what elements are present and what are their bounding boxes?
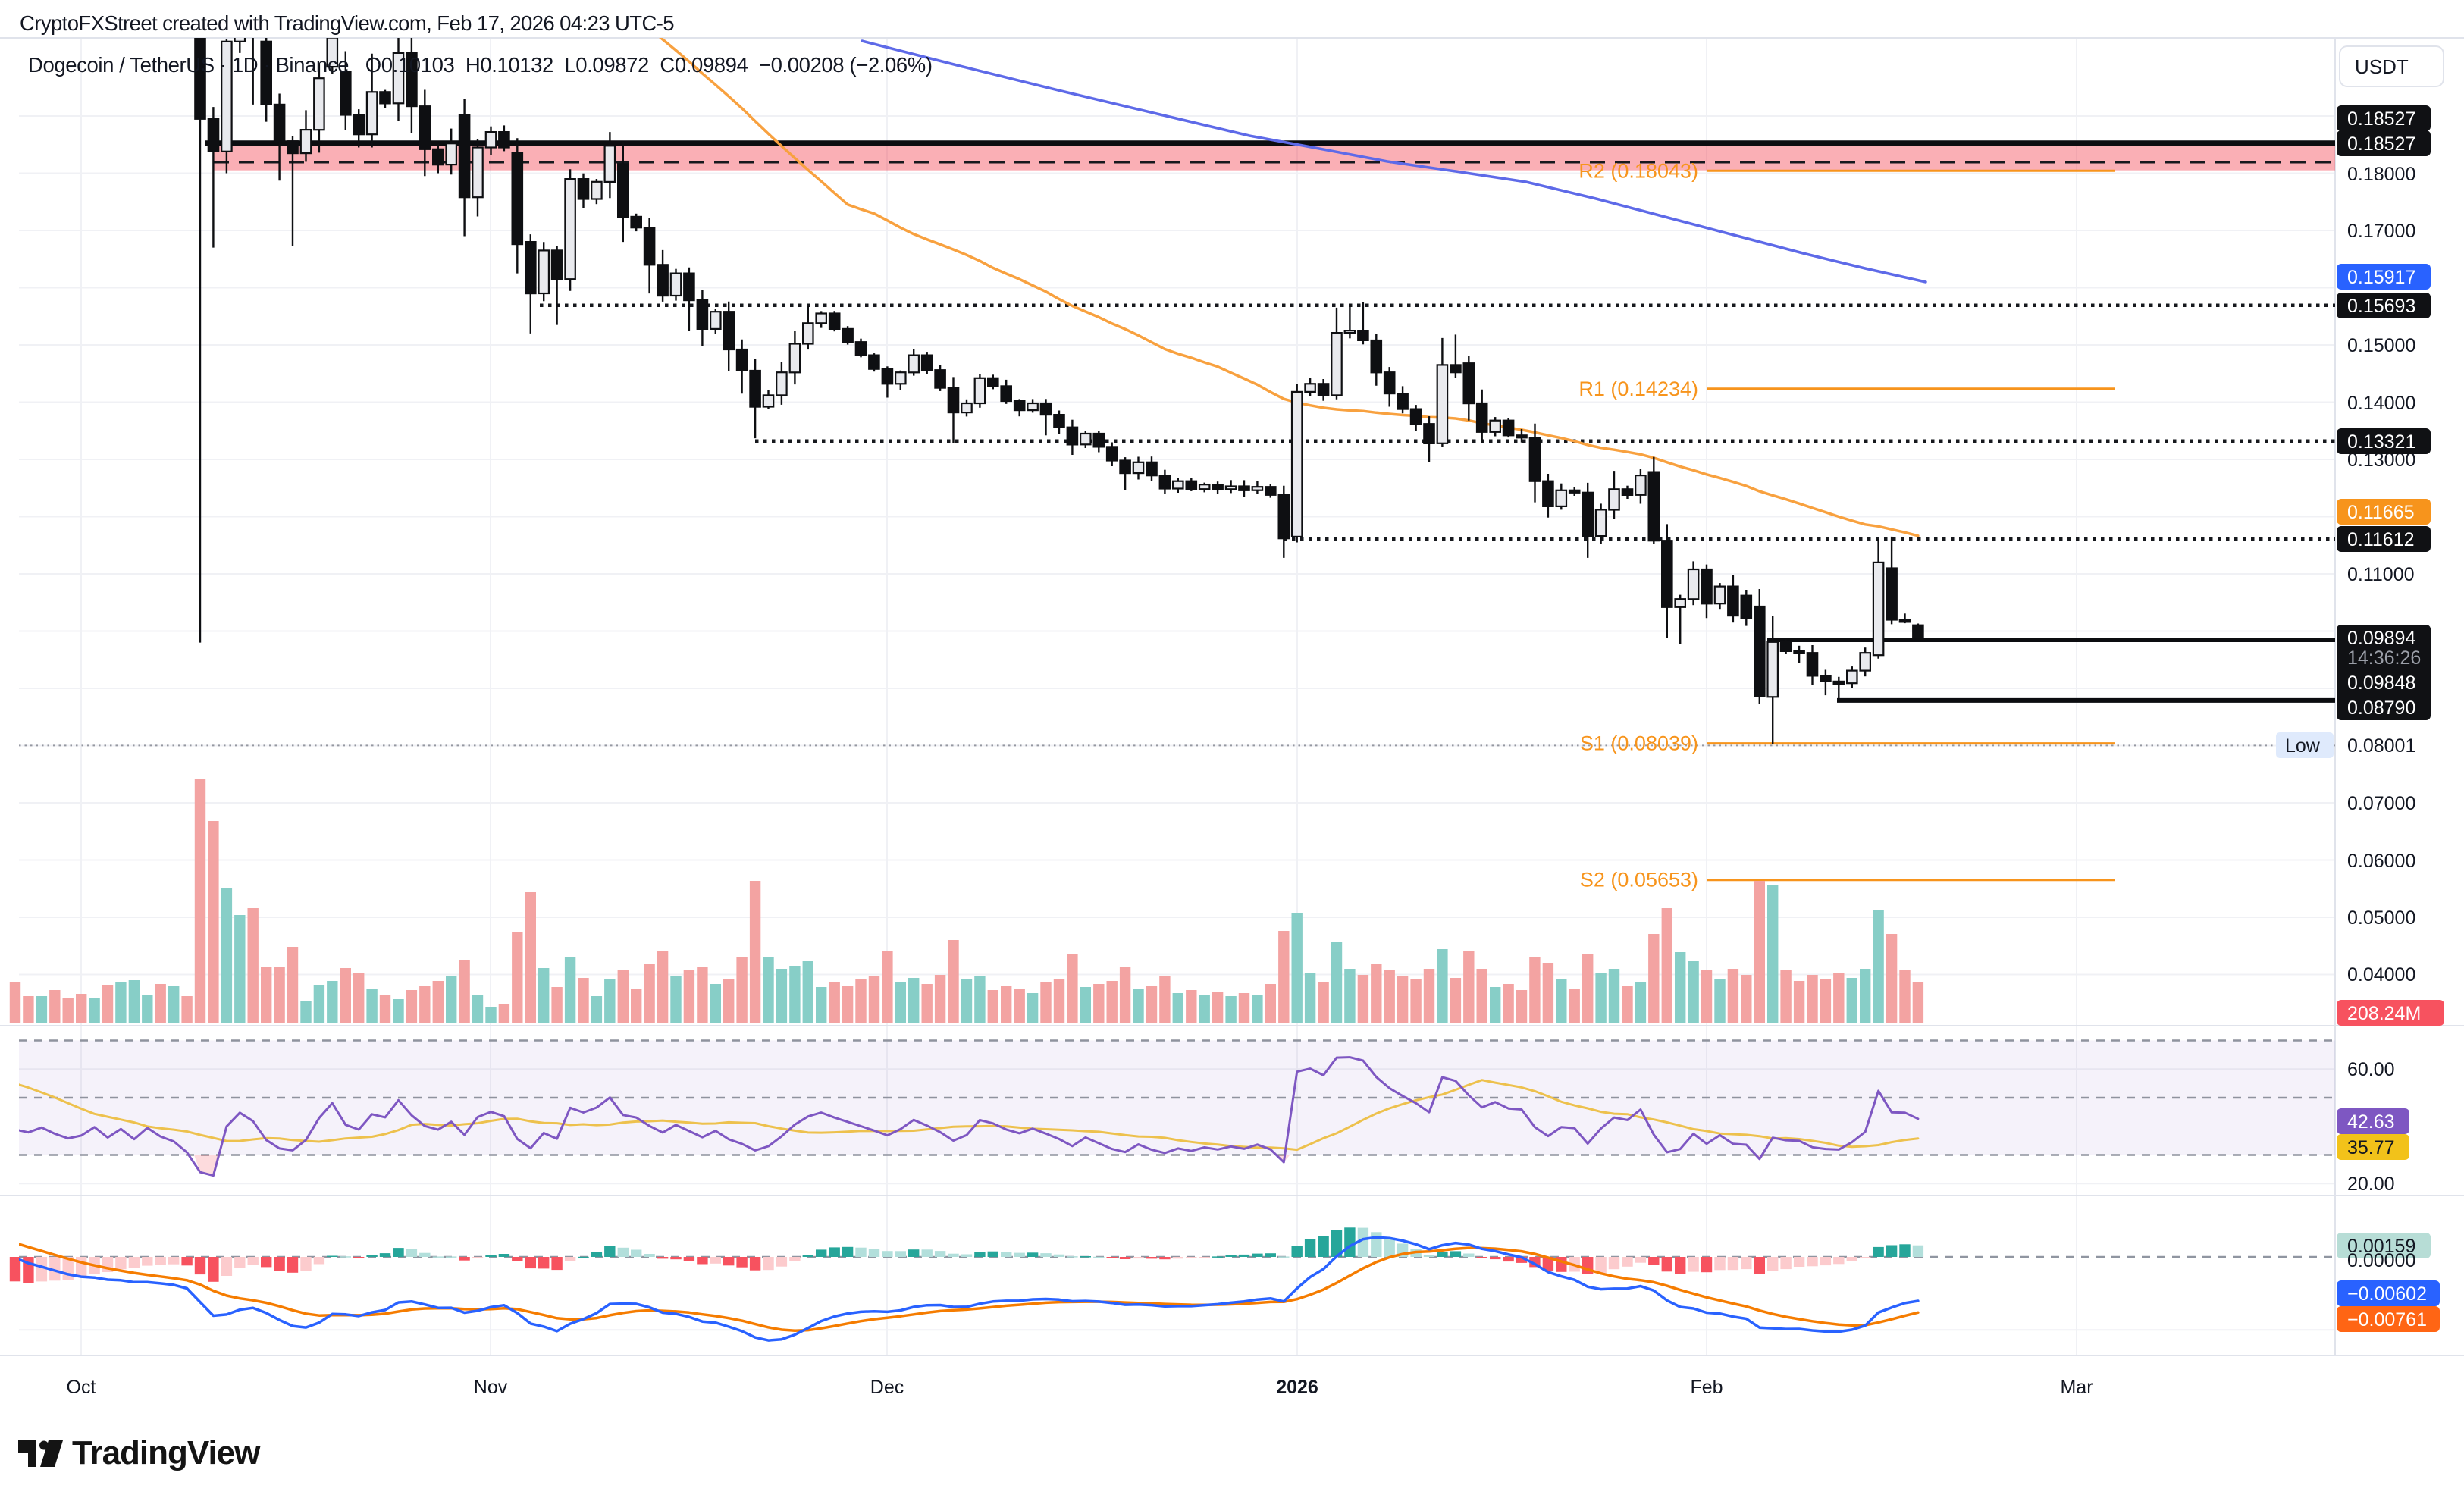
svg-text:0.06000: 0.06000 (2347, 851, 2415, 872)
svg-text:Feb: Feb (1690, 1377, 1723, 1398)
svg-text:−0.00761: −0.00761 (2347, 1309, 2427, 1330)
svg-text:S2 (0.05653): S2 (0.05653) (1580, 869, 1698, 892)
svg-text:0.11612: 0.11612 (2347, 529, 2415, 550)
svg-text:0.13321: 0.13321 (2347, 431, 2415, 453)
svg-text:CryptoFXStreet created with Tr: CryptoFXStreet created with TradingView.… (20, 11, 674, 35)
svg-text:0.07000: 0.07000 (2347, 793, 2415, 814)
svg-text:42.63: 42.63 (2347, 1111, 2395, 1133)
svg-text:S1 (0.08039): S1 (0.08039) (1580, 732, 1698, 755)
svg-text:0.09894: 0.09894 (2347, 628, 2415, 649)
svg-text:0.18000: 0.18000 (2347, 164, 2415, 185)
svg-text:0.11665: 0.11665 (2347, 502, 2415, 523)
svg-text:35.77: 35.77 (2347, 1137, 2395, 1158)
svg-text:0.00159: 0.00159 (2347, 1236, 2415, 1257)
svg-text:R1 (0.14234): R1 (0.14234) (1578, 378, 1698, 400)
svg-text:0.08790: 0.08790 (2347, 697, 2415, 719)
svg-text:0.11000: 0.11000 (2347, 564, 2415, 585)
svg-text:0.18527: 0.18527 (2347, 133, 2415, 155)
svg-text:USDT: USDT (2355, 55, 2409, 78)
svg-text:Low: Low (2285, 735, 2321, 757)
svg-text:0.17000: 0.17000 (2347, 221, 2415, 242)
svg-text:0.05000: 0.05000 (2347, 907, 2415, 929)
svg-text:60.00: 60.00 (2347, 1059, 2395, 1080)
svg-text:0.18527: 0.18527 (2347, 108, 2415, 130)
svg-text:0.15000: 0.15000 (2347, 335, 2415, 356)
svg-text:0.00000: 0.00000 (2347, 1250, 2415, 1271)
svg-text:Dogecoin / TetherUS · 1D · Bin: Dogecoin / TetherUS · 1D · Binance O0.10… (28, 53, 933, 77)
svg-text:R2 (0.18043): R2 (0.18043) (1578, 159, 1698, 182)
svg-text:2026: 2026 (1276, 1377, 1318, 1398)
svg-text:20.00: 20.00 (2347, 1174, 2395, 1195)
svg-text:Nov: Nov (474, 1377, 508, 1398)
svg-text:0.14000: 0.14000 (2347, 393, 2415, 414)
svg-text:208.24M: 208.24M (2347, 1003, 2421, 1024)
svg-text:0.15917: 0.15917 (2347, 267, 2415, 288)
svg-text:14:36:26: 14:36:26 (2347, 647, 2421, 669)
svg-text:−0.00602: −0.00602 (2347, 1283, 2427, 1305)
svg-text:0.09848: 0.09848 (2347, 672, 2415, 694)
svg-text:Mar: Mar (2060, 1377, 2093, 1398)
svg-text:TradingView: TradingView (72, 1434, 261, 1471)
svg-text:0.15693: 0.15693 (2347, 296, 2415, 317)
svg-text:0.04000: 0.04000 (2347, 964, 2415, 986)
svg-text:Dec: Dec (870, 1377, 904, 1398)
svg-text:Oct: Oct (67, 1377, 96, 1398)
svg-text:0.08001: 0.08001 (2347, 735, 2415, 757)
